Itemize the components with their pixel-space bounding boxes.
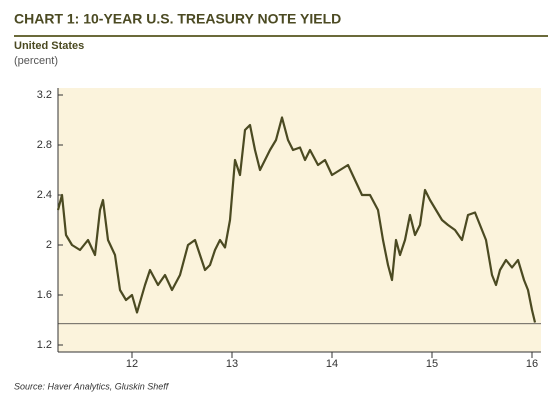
y-tick-label: 2.8: [37, 139, 52, 151]
y-tick-label: 3.2: [37, 89, 52, 101]
chart-subtitle: United States: [14, 40, 84, 52]
y-axis-label: (percent): [14, 55, 58, 67]
plot-area: [58, 88, 541, 352]
source: Source: Haver Analytics, Gluskin Sheff: [14, 381, 170, 391]
y-tick-label: 1.6: [37, 289, 52, 301]
y-tick-label: 2.4: [37, 189, 52, 201]
line: [56, 116, 537, 323]
chart-title: CHART 1: 10-YEAR U.S. TREASURY NOTE YIEL…: [14, 11, 341, 27]
y-tick-label: 2: [46, 239, 52, 251]
x-tick-label: 15: [426, 358, 438, 370]
x-tick-label: 12: [126, 358, 138, 370]
x-tick-label: 13: [226, 358, 238, 370]
x-tick-label: 16: [526, 358, 538, 370]
x-tick-label: 14: [326, 358, 338, 370]
y-tick-label: 1.2: [37, 339, 52, 351]
